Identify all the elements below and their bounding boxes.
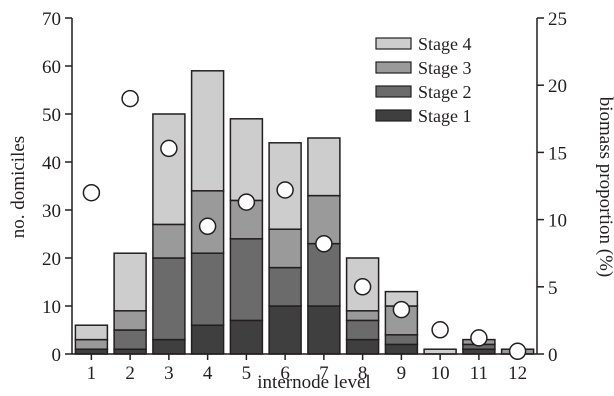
biomass-point-9 bbox=[392, 300, 411, 319]
y-tick-label-right-25: 25 bbox=[548, 9, 567, 30]
y-tick-label-left-10: 10 bbox=[42, 297, 61, 318]
biomass-point-10 bbox=[431, 321, 449, 339]
x-tick-label-11: 11 bbox=[470, 363, 488, 384]
bar-stage-4-5 bbox=[229, 118, 264, 202]
bar-stage-1-9 bbox=[384, 343, 419, 355]
x-axis-title: internode level bbox=[257, 372, 370, 393]
legend-label-stage-2: Stage 2 bbox=[418, 82, 472, 102]
bar-stage-4-4 bbox=[190, 70, 225, 192]
bar-stage-2-8 bbox=[345, 319, 380, 341]
x-tick-label-4: 4 bbox=[203, 363, 213, 384]
biomass-point-8 bbox=[353, 278, 372, 296]
bar-stage-2-5 bbox=[229, 238, 264, 322]
x-tick-label-3: 3 bbox=[164, 363, 174, 384]
y-tick-label-left-50: 50 bbox=[42, 105, 61, 126]
biomass-markers-layer bbox=[82, 89, 527, 361]
legend-swatch-stage-3 bbox=[375, 61, 412, 74]
y-tick-label-left-0: 0 bbox=[52, 345, 62, 366]
legend: Stage 4 Stage 3 Stage 2 Stage 1 bbox=[375, 34, 472, 126]
bar-stage-4-2 bbox=[113, 252, 147, 312]
biomass-point-1 bbox=[82, 183, 101, 202]
biomass-point-12 bbox=[508, 342, 527, 361]
legend-label-stage-1: Stage 1 bbox=[418, 106, 472, 126]
y-axis-title-left: no. domiciles bbox=[8, 136, 29, 238]
bar-stage-1-4 bbox=[190, 324, 225, 355]
bar-stage-4-1 bbox=[74, 324, 109, 341]
y-tick-label-left-60: 60 bbox=[42, 57, 61, 78]
y-tick-label-left-70: 70 bbox=[42, 9, 61, 30]
legend-swatch-stage-4 bbox=[375, 37, 412, 50]
bar-stage-2-3 bbox=[152, 257, 186, 341]
x-tick-label-10: 10 bbox=[431, 363, 450, 384]
bar-stage-2-6 bbox=[268, 266, 302, 307]
bar-stage-4-7 bbox=[307, 137, 341, 197]
x-tick-label-8: 8 bbox=[358, 363, 368, 384]
bar-stage-3-3 bbox=[152, 223, 186, 259]
bar-stage-2-7 bbox=[307, 242, 341, 307]
biomass-point-6 bbox=[276, 181, 294, 199]
legend-swatch-stage-1 bbox=[375, 109, 412, 122]
y-tick-label-left-20: 20 bbox=[42, 249, 61, 270]
bar-stage-2-2 bbox=[113, 329, 147, 350]
bar-stage-3-6 bbox=[268, 228, 302, 269]
x-tick-label-12: 12 bbox=[508, 363, 527, 384]
bar-stage-3-1 bbox=[74, 338, 109, 350]
biomass-point-3 bbox=[160, 139, 178, 158]
bar-stage-2-9 bbox=[384, 334, 419, 346]
legend-label-stage-4: Stage 4 bbox=[418, 34, 472, 54]
y-tick-label-left-40: 40 bbox=[42, 153, 61, 174]
legend-label-stage-3: Stage 3 bbox=[418, 58, 472, 78]
y-tick-label-right-5: 5 bbox=[548, 278, 558, 299]
legend-swatch-stage-2 bbox=[375, 85, 412, 98]
bars-layer bbox=[74, 70, 535, 355]
x-tick-label-1: 1 bbox=[87, 363, 97, 384]
bar-stage-1-7 bbox=[307, 305, 341, 355]
biomass-point-5 bbox=[237, 193, 256, 211]
y-tick-label-right-0: 0 bbox=[548, 345, 558, 366]
bar-stage-4-3 bbox=[152, 113, 186, 226]
x-tick-label-7: 7 bbox=[319, 363, 329, 384]
x-tick-label-9: 9 bbox=[397, 363, 407, 384]
x-tick-label-2: 2 bbox=[125, 363, 135, 384]
bar-stage-3-8 bbox=[345, 310, 380, 322]
x-tick-label-6: 6 bbox=[280, 363, 290, 384]
biomass-point-4 bbox=[198, 217, 217, 236]
biomass-point-7 bbox=[315, 235, 333, 253]
bar-stage-1-8 bbox=[345, 338, 380, 355]
y-tick-label-right-10: 10 bbox=[548, 211, 567, 232]
bar-stage-1-3 bbox=[152, 338, 186, 355]
y-tick-label-left-30: 30 bbox=[42, 201, 61, 222]
x-tick-label-5: 5 bbox=[242, 363, 252, 384]
bar-stage-1-5 bbox=[229, 319, 264, 355]
bar-stage-3-2 bbox=[113, 310, 147, 331]
bar-stage-4-8 bbox=[345, 257, 380, 312]
biomass-point-11 bbox=[470, 329, 488, 347]
bar-stage-1-6 bbox=[268, 305, 302, 355]
y-axis-title-right: biomass proportion (%) bbox=[595, 97, 614, 277]
bar-stage-2-4 bbox=[190, 252, 225, 326]
y-tick-label-right-15: 15 bbox=[548, 143, 567, 164]
biomass-point-2 bbox=[121, 89, 139, 108]
y-tick-label-right-20: 20 bbox=[548, 76, 567, 97]
